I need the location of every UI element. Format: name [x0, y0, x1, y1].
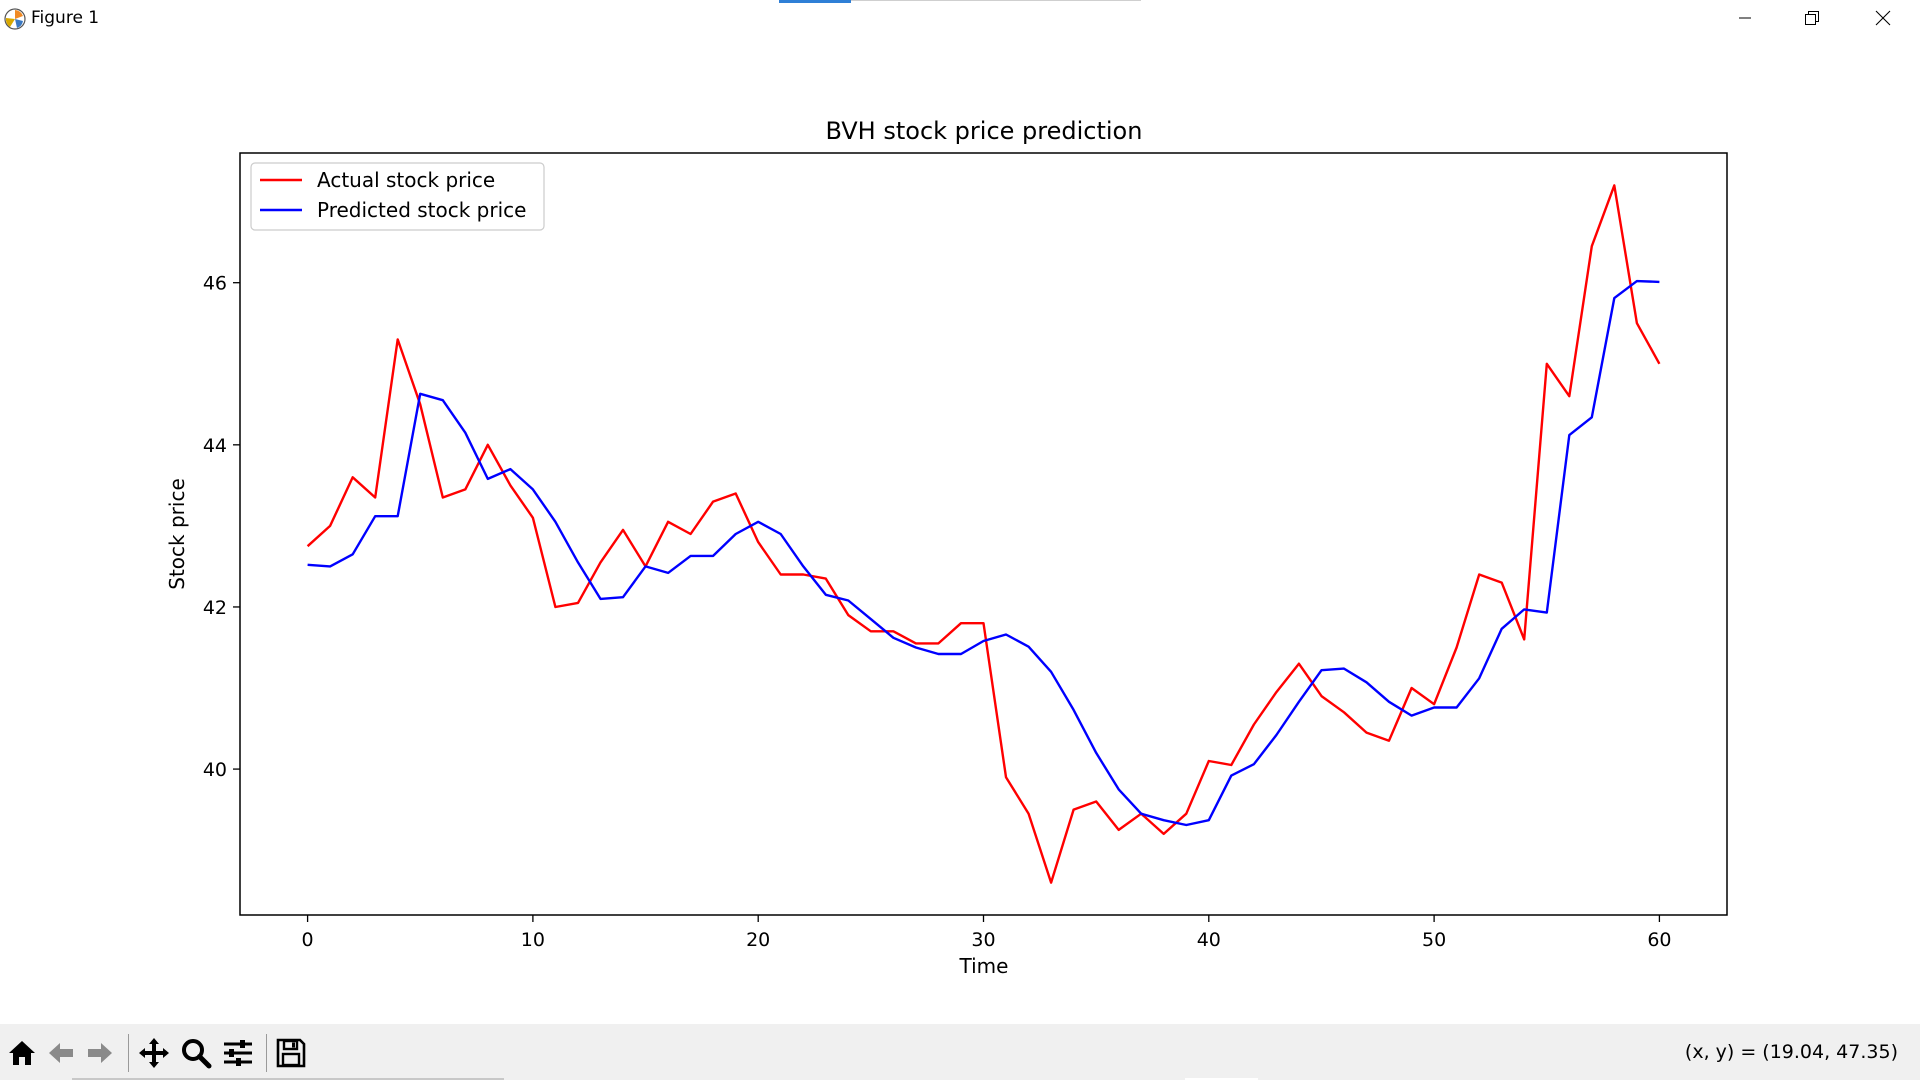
x-tick-label: 20	[746, 929, 770, 951]
x-axis-label: Time	[959, 954, 1009, 978]
series-line-actual	[306, 184, 1661, 884]
back-button[interactable]	[44, 1036, 78, 1070]
toolbar-separator	[128, 1034, 129, 1072]
legend-box	[250, 162, 545, 231]
line-chart: BVH stock price prediction Time Stock pr…	[165, 117, 1728, 978]
toolbar-edge	[1185, 1078, 1258, 1080]
plot-lines	[306, 184, 1661, 884]
plot-area-frame	[239, 152, 1728, 916]
x-tick-label: 40	[1197, 929, 1221, 951]
toolbar-separator	[266, 1034, 267, 1072]
configure-subplots-icon	[224, 1040, 252, 1066]
minimize-button[interactable]	[1710, 0, 1780, 36]
chart-title: BVH stock price prediction	[826, 117, 1143, 145]
navigation-toolbar: (x, y) = (19.04, 47.35)	[0, 1024, 1920, 1080]
home-icon	[9, 1041, 35, 1065]
title-bar: Figure 1	[0, 0, 1920, 36]
forward-icon	[88, 1043, 112, 1063]
pan-button[interactable]	[137, 1036, 171, 1070]
axis-ticks: 0 10 20 30 40 50 60 40 42 44 46	[203, 273, 1672, 951]
y-tick-label: 40	[203, 759, 227, 781]
matplotlib-icon	[4, 8, 26, 30]
x-tick-label: 30	[971, 929, 995, 951]
taskbar-divider	[851, 0, 1141, 1]
zoom-icon	[182, 1039, 212, 1069]
home-button[interactable]	[5, 1036, 39, 1070]
maximize-button[interactable]	[1777, 0, 1847, 36]
legend-label: Actual stock price	[317, 168, 495, 192]
legend-label: Predicted stock price	[317, 198, 526, 222]
x-tick-label: 50	[1422, 929, 1446, 951]
close-icon	[1875, 10, 1891, 26]
y-tick-label: 46	[203, 273, 227, 295]
coordinate-readout: (x, y) = (19.04, 47.35)	[1684, 1041, 1898, 1063]
forward-button[interactable]	[83, 1036, 117, 1070]
save-button[interactable]	[274, 1036, 308, 1070]
maximize-icon	[1805, 11, 1819, 25]
x-tick-label: 60	[1647, 929, 1671, 951]
y-tick-label: 44	[203, 435, 227, 457]
y-tick-label: 42	[203, 597, 227, 619]
series-line-predicted	[307, 279, 1660, 827]
x-tick-label: 0	[302, 929, 314, 951]
taskbar-indicator	[779, 0, 851, 3]
save-icon	[276, 1038, 306, 1068]
back-icon	[49, 1043, 73, 1063]
minimize-icon	[1739, 17, 1751, 19]
legend: Actual stock price Predicted stock price	[250, 162, 545, 231]
configure-subplots-button[interactable]	[221, 1036, 255, 1070]
figure-canvas[interactable]: BVH stock price prediction Time Stock pr…	[0, 36, 1920, 1024]
pan-icon	[139, 1038, 169, 1068]
x-tick-label: 10	[521, 929, 545, 951]
window-title: Figure 1	[31, 8, 100, 28]
y-axis-label: Stock price	[165, 478, 189, 589]
zoom-button[interactable]	[179, 1036, 213, 1070]
close-button[interactable]	[1848, 0, 1918, 36]
toolbar-edge	[72, 1078, 504, 1080]
